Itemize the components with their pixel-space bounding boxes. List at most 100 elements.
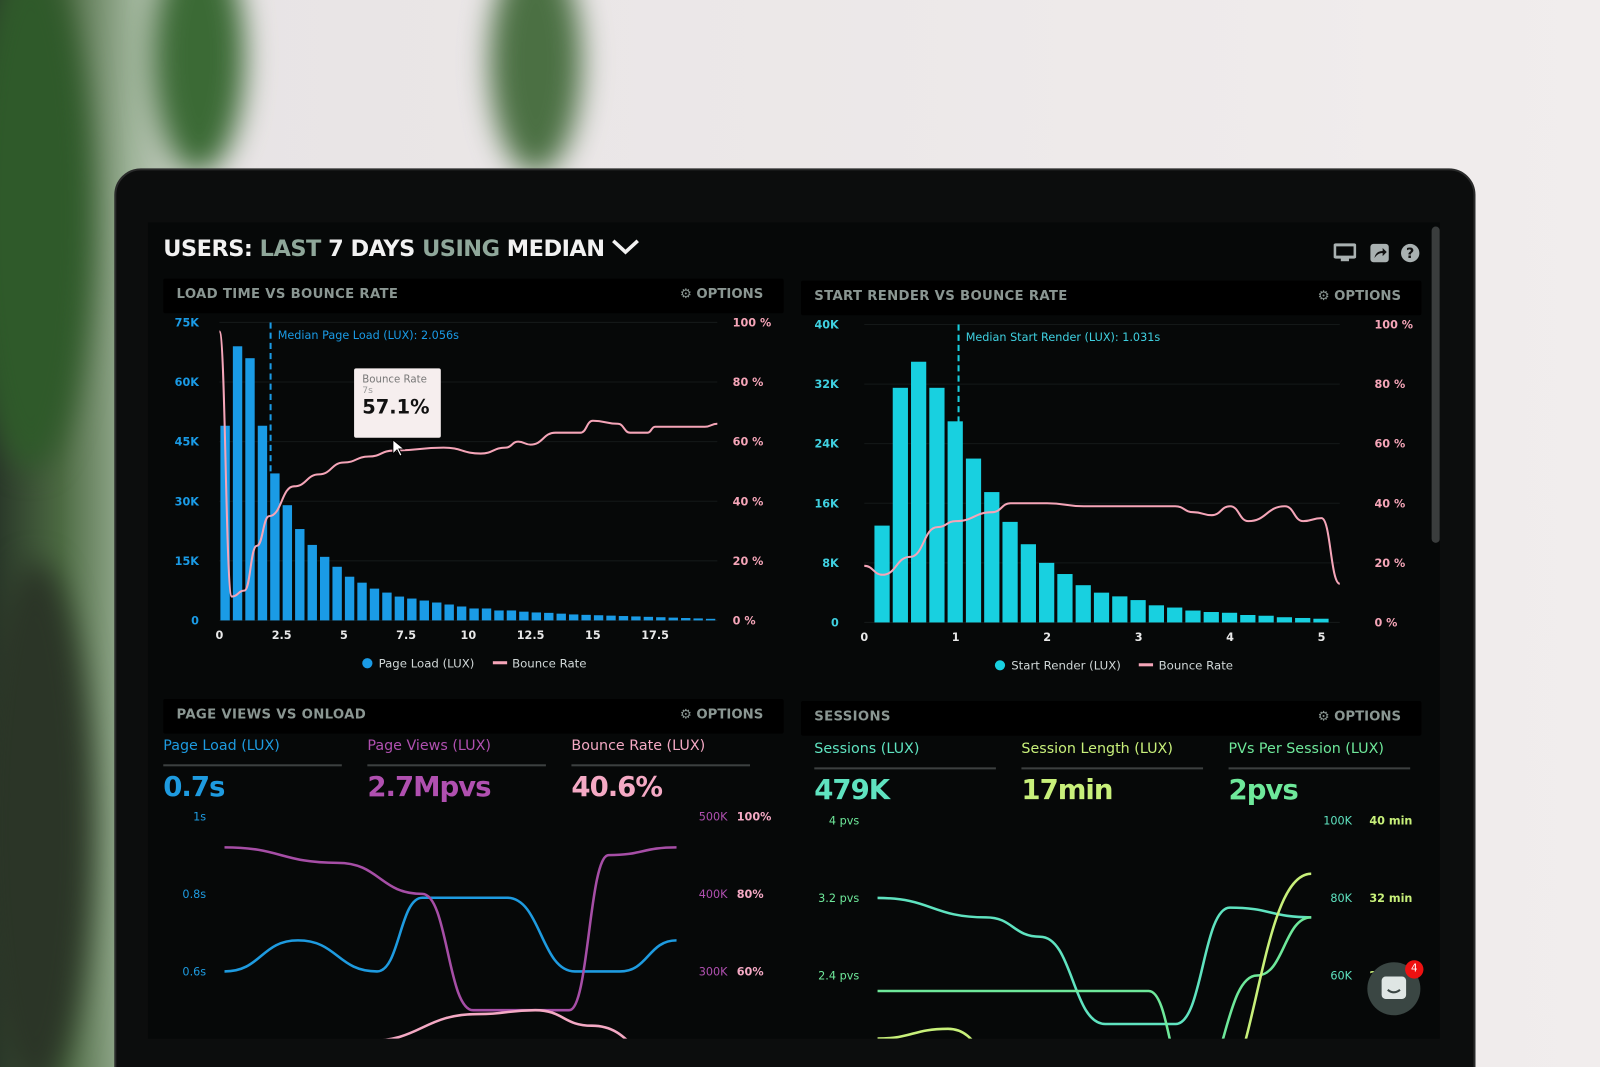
kpi-value: 0.7s [163, 771, 225, 804]
median-label: Median Start Render (LUX): 1.031s [966, 331, 1161, 344]
chart-tooltip: Bounce Rate 7s 57.1% [354, 368, 441, 438]
histogram-bar [282, 505, 293, 621]
histogram-bar [631, 616, 641, 621]
tick-label: 32 min [1369, 892, 1412, 905]
tick-label: 3.2 pvs [818, 892, 859, 905]
options-button[interactable]: ⚙ OPTIONS [679, 286, 764, 303]
monitor-icon[interactable] [1333, 243, 1357, 263]
legend-item[interactable]: Bounce Rate [512, 656, 587, 671]
histogram-bar [1039, 562, 1055, 623]
panel-title: START RENDER VS BOUNCE RATE [814, 288, 1068, 305]
tick-label: 40 % [1374, 497, 1405, 510]
tick-label: 4 pvs [829, 814, 859, 827]
histogram-bar [668, 617, 678, 621]
tick-label: 60 % [1374, 438, 1405, 451]
histogram-bar [1240, 614, 1256, 623]
tick-label: 1s [193, 810, 206, 823]
histogram-bar [295, 529, 305, 621]
series-line [224, 846, 677, 1012]
histogram-bar [369, 588, 380, 621]
histogram-bar [319, 556, 330, 621]
title-part: USERS: [163, 236, 260, 263]
histogram-bar [892, 387, 908, 623]
plant-leaf [0, 561, 92, 1067]
tick-label: 0 [191, 614, 199, 627]
histogram-bar [568, 614, 579, 621]
histogram-bar [270, 473, 280, 621]
histogram-bar [693, 618, 703, 621]
title-part: MEDIAN [506, 236, 605, 263]
histogram-bar [1185, 610, 1201, 623]
tick-label: 0 % [1374, 617, 1397, 630]
tick-label: 80K [1330, 892, 1352, 905]
divider [367, 764, 546, 767]
tick-label: 16K [814, 497, 840, 510]
histogram-bar [332, 566, 342, 621]
histogram-bar [618, 616, 629, 621]
options-button[interactable]: ⚙ OPTIONS [1317, 288, 1402, 305]
tick-label: 40 % [733, 495, 764, 508]
kpi-value: 2.7Mpvs [367, 771, 491, 804]
tick-label: 0.8s [182, 888, 206, 901]
help-icon[interactable]: ? [1400, 243, 1420, 263]
series-line [877, 872, 1312, 1039]
tick-label: 75K [175, 317, 201, 330]
notification-badge: 4 [1405, 960, 1424, 979]
share-icon[interactable] [1369, 243, 1389, 263]
panel-header-load: LOAD TIME VS BOUNCE RATE ⚙ OPTIONS [163, 278, 784, 314]
histogram-bar [1057, 574, 1073, 623]
tooltip-x: 7s [362, 385, 373, 396]
kpi-label: Bounce Rate (LUX) [571, 737, 706, 755]
histogram-bar [456, 606, 467, 621]
histogram-bar [556, 613, 566, 621]
legend-swatch [1139, 663, 1154, 667]
tick-label: 24K [814, 438, 840, 451]
scrollbar[interactable] [1431, 226, 1440, 543]
tick-label: 32K [814, 378, 840, 391]
histogram-bar [1112, 596, 1128, 623]
median-label: Median Page Load (LUX): 2.056s [278, 329, 459, 342]
tick-label: 0 [215, 629, 223, 642]
options-button[interactable]: ⚙ OPTIONS [679, 707, 764, 723]
histogram-bar [929, 387, 945, 623]
page-title[interactable]: USERS: LAST 7 DAYS USING MEDIAN [163, 236, 642, 263]
tick-label: 40K [814, 319, 840, 332]
histogram-bar [965, 458, 982, 623]
histogram-bar [245, 358, 255, 621]
tick-label: 15 [585, 629, 601, 642]
tick-label: 80% [737, 888, 764, 901]
tick-label: 100% [737, 810, 772, 823]
cursor-icon [392, 438, 406, 457]
histogram-bar [444, 604, 454, 621]
divider [163, 764, 342, 767]
chevron-down-icon[interactable] [605, 237, 642, 263]
plant-leaf [0, 0, 92, 470]
histogram-bar [1313, 618, 1329, 623]
tick-label: 2.4 pvs [818, 970, 859, 983]
tooltip-value: 57.1% [362, 395, 430, 419]
legend-item[interactable]: Bounce Rate [1158, 658, 1234, 673]
tick-label: 100 % [1374, 319, 1413, 332]
panel-header-pageviews: PAGE VIEWS VS ONLOAD ⚙ OPTIONS [163, 698, 784, 734]
tick-label: 0.6s [182, 966, 206, 979]
tick-label: 10 [461, 629, 477, 642]
histogram-bar [1130, 600, 1146, 623]
divider [1021, 767, 1204, 770]
kpi-label: Session Length (LUX) [1021, 740, 1173, 758]
series-line [877, 896, 1312, 1026]
legend-item[interactable]: Page Load (LUX) [378, 656, 475, 671]
series-line [877, 916, 1312, 1039]
tick-label: 0 [831, 617, 839, 630]
histogram-bar [481, 608, 492, 621]
histogram-bar [419, 600, 429, 621]
tick-label: 40 min [1369, 814, 1412, 827]
legend-swatch [362, 658, 373, 669]
histogram-bar [344, 576, 355, 621]
options-button[interactable]: ⚙ OPTIONS [1317, 709, 1402, 725]
plant-leaf [153, 0, 245, 174]
kpi-label: Sessions (LUX) [814, 740, 920, 758]
kpi-label: Page Load (LUX) [163, 737, 280, 755]
legend-item[interactable]: Start Render (LUX) [1011, 658, 1121, 673]
divider [571, 764, 750, 767]
